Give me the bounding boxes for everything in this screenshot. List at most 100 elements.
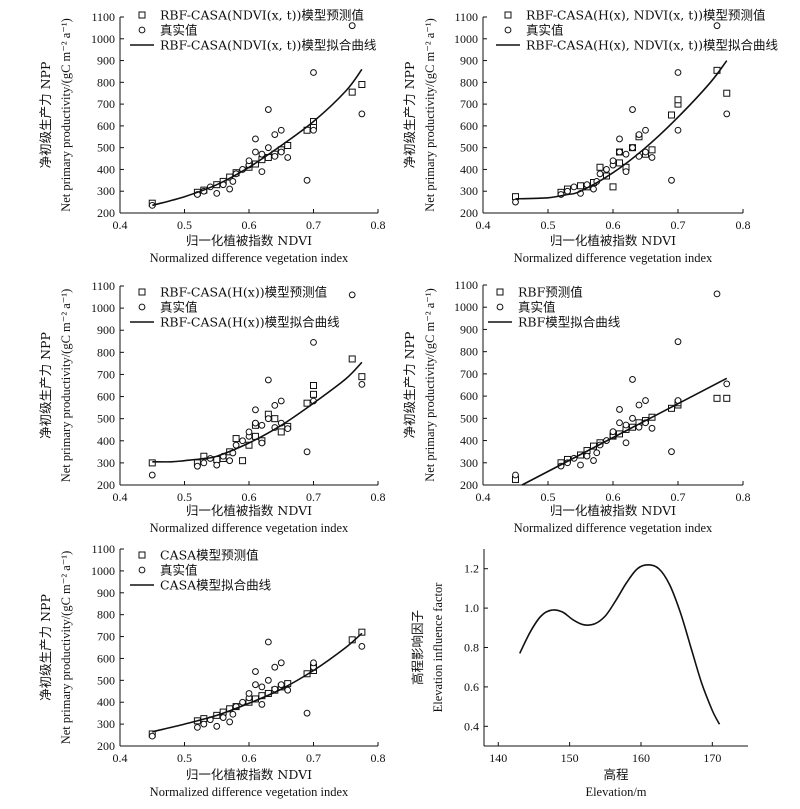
observed-point (284, 154, 292, 161)
observed-point (277, 397, 285, 405)
x-tick-label: 0.8 (371, 490, 386, 504)
x-tick-label: 0.7 (306, 751, 321, 765)
predicted-point (358, 81, 366, 89)
series-1 (148, 81, 366, 207)
observed-point (310, 338, 317, 346)
observed-point (358, 380, 366, 388)
y-axis-label-cn: 净初级生产力 NPP (402, 332, 417, 439)
x-tick-label: 0.7 (306, 218, 321, 232)
legend-square-icon (504, 11, 512, 19)
y-tick-label: 0.8 (464, 641, 479, 655)
predicted-point (603, 172, 610, 180)
y-tick-label: 1100 (454, 10, 478, 24)
observed-point (648, 154, 656, 161)
observed-point (593, 449, 601, 457)
series-3 (152, 632, 363, 733)
observed-point (148, 471, 156, 479)
observed-point (258, 421, 266, 429)
observed-point (642, 126, 649, 134)
observed-point (277, 148, 285, 156)
series-3 (152, 68, 363, 207)
legend-entry: RBF-CASA(H(x))模型预测值 (160, 285, 327, 300)
observed-point (277, 126, 285, 134)
y-tick-label: 600 (460, 389, 478, 403)
y-tick-label: 500 (460, 411, 478, 425)
predicted-point (723, 89, 731, 97)
observed-point (258, 168, 266, 176)
x-tick-label: 0.8 (371, 218, 386, 232)
y-tick-label: 600 (460, 119, 478, 133)
observed-point (622, 168, 630, 176)
x-tick-label: 0.6 (242, 218, 257, 232)
series-2 (512, 290, 731, 479)
y-axis-label-en: Net primary productivity/(gC m⁻² a⁻¹) (423, 288, 437, 482)
observed-point (674, 126, 682, 134)
x-tick-label: 0.6 (242, 490, 257, 504)
observed-point (258, 701, 266, 708)
observed-point (258, 439, 266, 447)
legend-circle-icon (138, 26, 146, 34)
observed-point (303, 448, 311, 456)
observed-point (252, 681, 259, 689)
observed-point (609, 428, 617, 436)
observed-point (616, 406, 623, 413)
observed-point (564, 187, 571, 195)
observed-point (642, 397, 649, 404)
observed-point (252, 135, 259, 143)
predicted-point (609, 183, 617, 191)
y-tick-label: 1100 (91, 542, 115, 556)
x-tick-label: 0.4 (476, 218, 491, 232)
x-axis-label-en: Normalized difference vegetation index (514, 251, 713, 265)
legend-entry: 真实值 (160, 563, 198, 578)
observed-point (310, 659, 317, 667)
observed-point (616, 419, 623, 427)
legend: RBF-CASA(H(x))模型预测值真实值RBF-CASA(H(x))模型拟合… (130, 285, 340, 330)
y-tick-label: 900 (97, 586, 115, 600)
observed-point (635, 401, 643, 409)
x-axis-label-cn: 归一化植被指数 NDVI (550, 233, 676, 248)
y-tick-label: 1000 (454, 300, 478, 314)
y-tick-label: 700 (97, 97, 115, 111)
predicted-point (674, 96, 682, 104)
x-tick-label: 160 (632, 751, 650, 765)
observed-point (252, 668, 259, 675)
observed-point (271, 402, 279, 409)
legend-entry: 真实值 (160, 23, 198, 38)
y-tick-label: 200 (97, 478, 115, 492)
legend-circle-icon (138, 566, 146, 574)
x-tick-label: 0.6 (606, 490, 621, 504)
observed-point (226, 185, 234, 193)
observed-point (629, 414, 636, 422)
predicted-point (723, 394, 731, 402)
predicted-point (239, 457, 247, 465)
legend-circle-icon (138, 303, 146, 311)
legend-square-icon (138, 551, 146, 559)
y-axis-label-en: Net primary productivity/(gC m⁻² a⁻¹) (59, 289, 73, 483)
x-tick-label: 0.7 (671, 218, 686, 232)
y-axis-label-en: Net primary productivity/(gC m⁻² a⁻¹) (423, 18, 437, 212)
y-tick-label: 1000 (454, 32, 478, 46)
observed-point (229, 178, 237, 185)
observed-point (642, 148, 649, 156)
observed-point (277, 659, 285, 667)
x-tick-label: 0.5 (541, 218, 556, 232)
predicted-point (577, 182, 584, 190)
x-tick-label: 0.7 (306, 490, 321, 504)
x-axis-label-cn: 归一化植被指数 NDVI (186, 503, 312, 518)
chart-panel-2: 0.4 0.5 0.6 0.7 0.8 200 300 400 500 600 700 800 900 1… (402, 8, 778, 266)
observed-point (264, 376, 272, 384)
chart-panel-1: 0.4 0.5 0.6 0.7 0.8 200 300 400 500 600 700 800 900 1… (38, 8, 386, 266)
series-3 (152, 361, 363, 463)
observed-point (245, 428, 253, 436)
x-axis-label-en: Normalized difference vegetation index (150, 521, 349, 535)
observed-point (713, 290, 721, 298)
observed-point (245, 690, 253, 697)
fit-curve (152, 68, 363, 207)
y-tick-label: 500 (97, 412, 115, 426)
observed-point (226, 457, 234, 465)
y-tick-label: 300 (97, 456, 115, 470)
observed-point (577, 461, 584, 469)
observed-point (609, 157, 617, 165)
observed-point (590, 185, 597, 193)
observed-point (264, 144, 272, 152)
